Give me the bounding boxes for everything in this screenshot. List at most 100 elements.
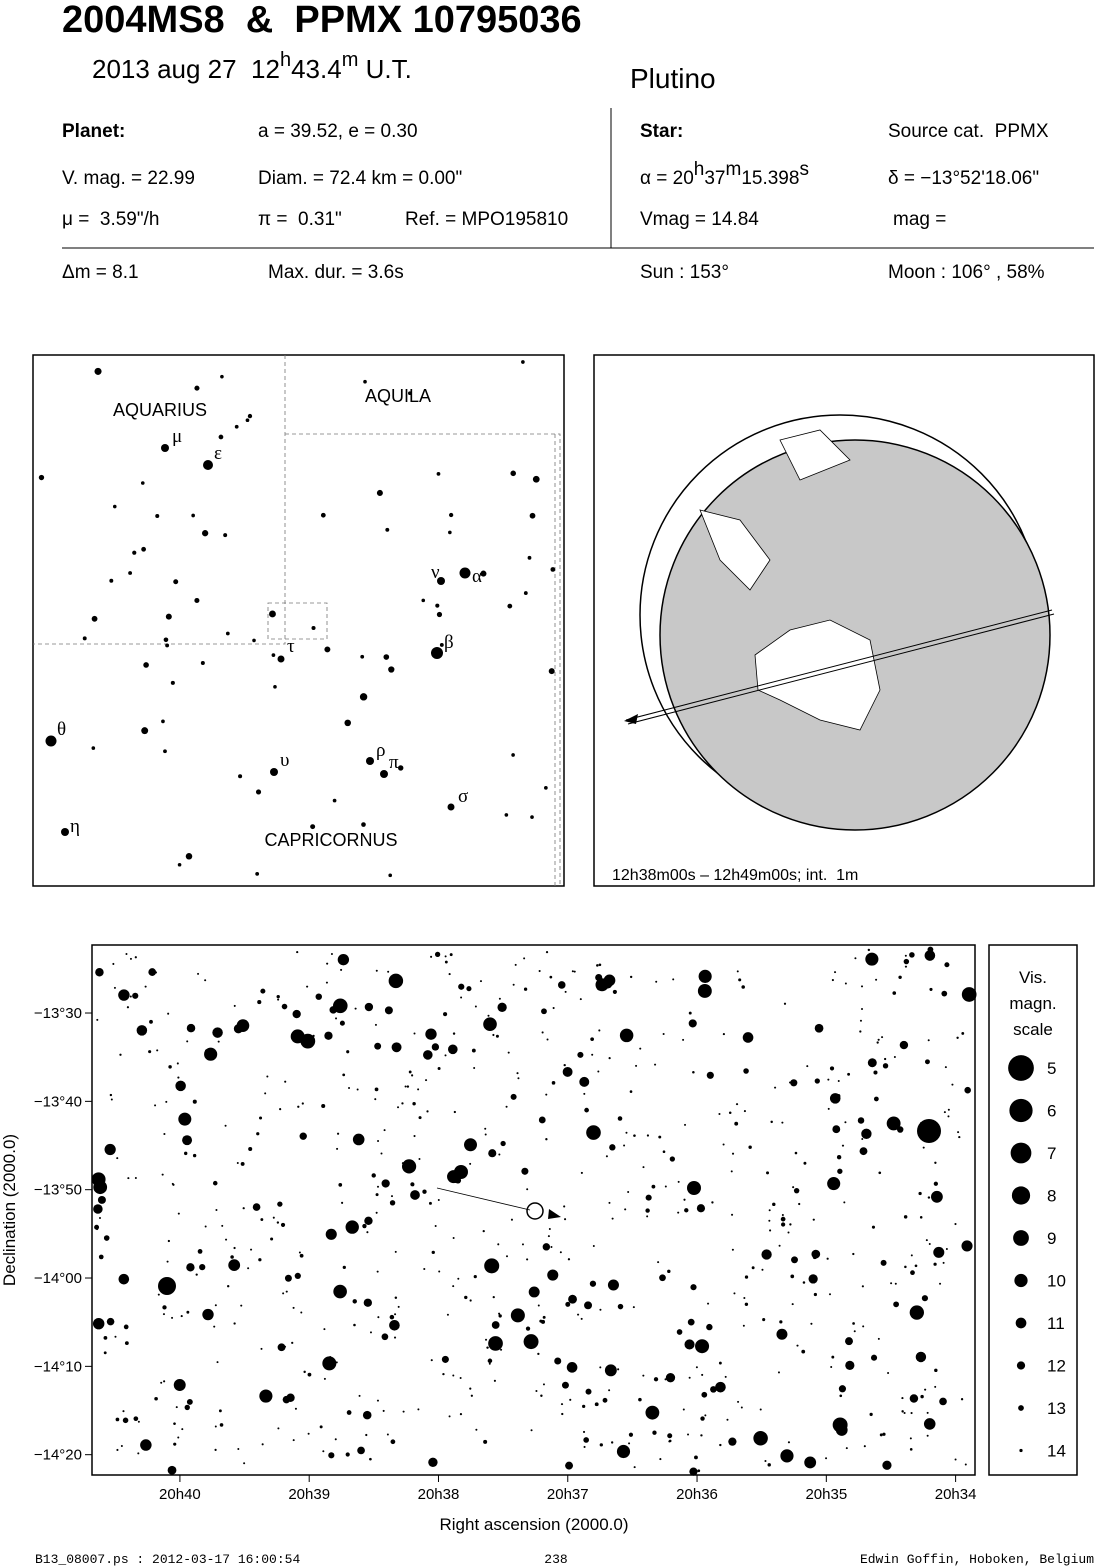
star xyxy=(814,1078,820,1084)
star xyxy=(163,637,169,643)
star xyxy=(589,1280,597,1287)
legend-dot xyxy=(1008,1055,1034,1081)
star xyxy=(939,1397,947,1406)
star xyxy=(338,1183,343,1187)
star xyxy=(563,1063,566,1067)
star xyxy=(324,1031,333,1040)
star xyxy=(96,1018,99,1021)
star xyxy=(125,953,128,956)
star xyxy=(299,1132,307,1140)
star xyxy=(603,974,616,987)
star xyxy=(498,1314,502,1318)
star-letter: μ xyxy=(172,426,182,447)
star xyxy=(160,1381,163,1384)
star xyxy=(619,1028,634,1043)
star xyxy=(380,770,388,778)
star xyxy=(204,1225,207,1228)
star xyxy=(810,1322,813,1325)
star xyxy=(910,1254,913,1257)
star xyxy=(426,1110,429,1113)
star xyxy=(690,1284,697,1291)
star xyxy=(286,1393,295,1402)
legend-label: 5 xyxy=(1047,1059,1056,1078)
legend-title: Vis. xyxy=(1019,968,1047,987)
star xyxy=(857,1117,865,1124)
star xyxy=(292,1009,301,1019)
star xyxy=(659,1274,666,1282)
star xyxy=(922,1146,925,1149)
star xyxy=(436,611,443,618)
star xyxy=(658,1135,662,1139)
star xyxy=(279,1108,282,1111)
star xyxy=(225,1238,228,1241)
star xyxy=(488,1362,491,1365)
legend-dot xyxy=(1009,1098,1033,1123)
star xyxy=(590,1037,594,1042)
star xyxy=(346,1410,352,1415)
star xyxy=(737,1400,740,1403)
star xyxy=(61,828,69,836)
star xyxy=(431,647,443,659)
star xyxy=(148,968,157,976)
star xyxy=(353,1323,356,1327)
star xyxy=(154,1396,158,1401)
star xyxy=(599,1443,603,1447)
star xyxy=(129,995,132,998)
star xyxy=(471,1048,476,1053)
star xyxy=(163,1380,166,1383)
star xyxy=(598,963,602,967)
star xyxy=(607,1279,619,1291)
star xyxy=(523,957,526,960)
star xyxy=(447,1170,461,1184)
star xyxy=(240,1161,245,1166)
star xyxy=(418,1157,421,1160)
star xyxy=(923,1418,936,1430)
star-letter: π xyxy=(389,752,399,773)
star xyxy=(812,1255,817,1260)
star xyxy=(303,1370,306,1374)
star xyxy=(173,1379,186,1391)
star xyxy=(781,1222,786,1227)
star xyxy=(510,1093,517,1100)
star xyxy=(259,1116,263,1120)
star xyxy=(632,1306,635,1309)
star xyxy=(882,1063,889,1069)
star xyxy=(296,951,299,954)
star xyxy=(358,1394,361,1397)
star xyxy=(336,1147,339,1150)
star xyxy=(863,1445,866,1448)
star xyxy=(483,1439,488,1444)
frame xyxy=(91,944,976,1476)
star xyxy=(927,1039,930,1042)
info: Moon : 106° , 58% xyxy=(888,262,1045,283)
star xyxy=(103,1351,107,1355)
star xyxy=(173,1422,176,1425)
star xyxy=(277,998,280,1001)
star xyxy=(345,1220,359,1234)
star xyxy=(859,1019,862,1022)
star xyxy=(890,1282,893,1285)
star xyxy=(544,785,548,790)
star xyxy=(688,1019,697,1028)
star xyxy=(780,1449,794,1463)
star xyxy=(273,685,277,689)
star xyxy=(369,1457,372,1461)
star xyxy=(459,567,471,579)
star xyxy=(697,1469,701,1473)
star xyxy=(530,1429,533,1432)
star xyxy=(651,1184,656,1189)
star xyxy=(214,1425,217,1428)
star xyxy=(743,1296,746,1300)
star xyxy=(662,1150,666,1154)
star xyxy=(390,1195,393,1198)
star xyxy=(586,1125,601,1140)
star xyxy=(180,1315,183,1318)
star xyxy=(791,1256,798,1264)
star xyxy=(791,1303,794,1306)
star xyxy=(698,969,712,983)
star xyxy=(122,1417,129,1424)
star xyxy=(299,1253,304,1258)
star xyxy=(869,1412,873,1417)
star xyxy=(91,746,96,750)
star xyxy=(282,1292,285,1295)
